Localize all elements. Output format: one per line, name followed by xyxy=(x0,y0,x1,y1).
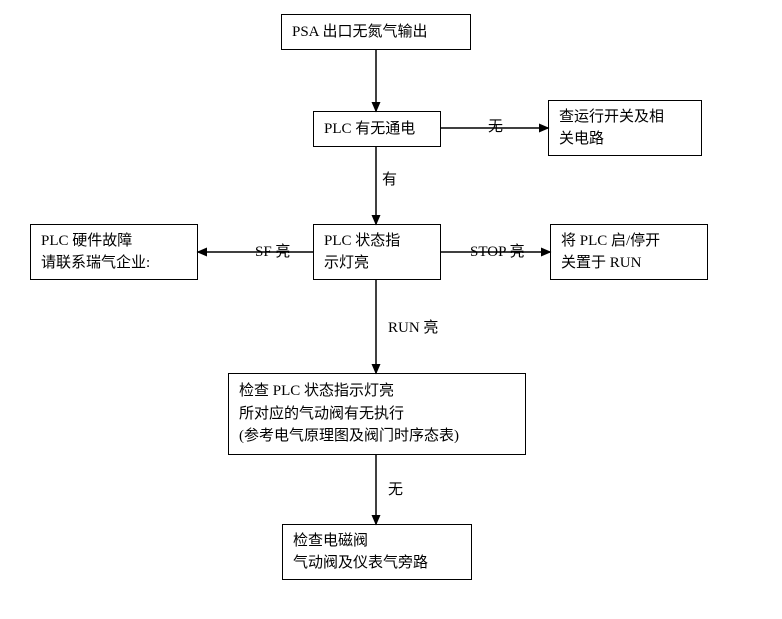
edge-label-none-2: 无 xyxy=(388,478,403,499)
node-text: 关电路 xyxy=(559,128,691,151)
node-text: (参考电气原理图及阀门时序态表) xyxy=(239,425,515,448)
edge-label-text: STOP 亮 xyxy=(470,244,525,260)
node-set-run: 将 PLC 启/停开 关置于 RUN xyxy=(550,224,708,280)
node-text: PLC 状态指 xyxy=(324,230,430,253)
edge-label-yes: 有 xyxy=(382,168,397,189)
node-text: PLC 硬件故障 xyxy=(41,230,187,253)
node-text: 将 PLC 启/停开 xyxy=(561,230,697,253)
node-check-valve: 检查 PLC 状态指示灯亮 所对应的气动阀有无执行 (参考电气原理图及阀门时序态… xyxy=(228,373,526,455)
node-psa-output: PSA 出口无氮气输出 xyxy=(281,14,471,50)
node-check-solenoid: 检查电磁阀 气动阀及仪表气旁路 xyxy=(282,524,472,580)
node-text: 检查电磁阀 xyxy=(293,530,461,553)
edge-label-text: RUN 亮 xyxy=(388,320,438,336)
node-text: 示灯亮 xyxy=(324,252,430,275)
edge-label-sf: SF 亮 xyxy=(255,240,290,261)
edge-label-run: RUN 亮 xyxy=(388,316,438,337)
node-plc-hardware-fault: PLC 硬件故障 请联系瑞气企业: xyxy=(30,224,198,280)
edge-label-text: 无 xyxy=(388,482,403,498)
node-text: 检查 PLC 状态指示灯亮 xyxy=(239,380,515,403)
node-plc-power: PLC 有无通电 xyxy=(313,111,441,147)
node-text: 所对应的气动阀有无执行 xyxy=(239,403,515,426)
node-text: 关置于 RUN xyxy=(561,252,697,275)
node-text: 查运行开关及相 xyxy=(559,106,691,129)
node-text: 请联系瑞气企业: xyxy=(41,252,187,275)
node-text: PLC 有无通电 xyxy=(324,118,430,141)
node-check-switch: 查运行开关及相 关电路 xyxy=(548,100,702,156)
edge-label-text: 无 xyxy=(488,119,503,135)
edge-label-stop: STOP 亮 xyxy=(470,240,525,261)
node-text: PSA 出口无氮气输出 xyxy=(292,21,460,44)
edge-label-text: 有 xyxy=(382,172,397,188)
edge-label-text: SF 亮 xyxy=(255,244,290,260)
edge-label-none-1: 无 xyxy=(488,115,503,136)
node-plc-status-led: PLC 状态指 示灯亮 xyxy=(313,224,441,280)
node-text: 气动阀及仪表气旁路 xyxy=(293,552,461,575)
